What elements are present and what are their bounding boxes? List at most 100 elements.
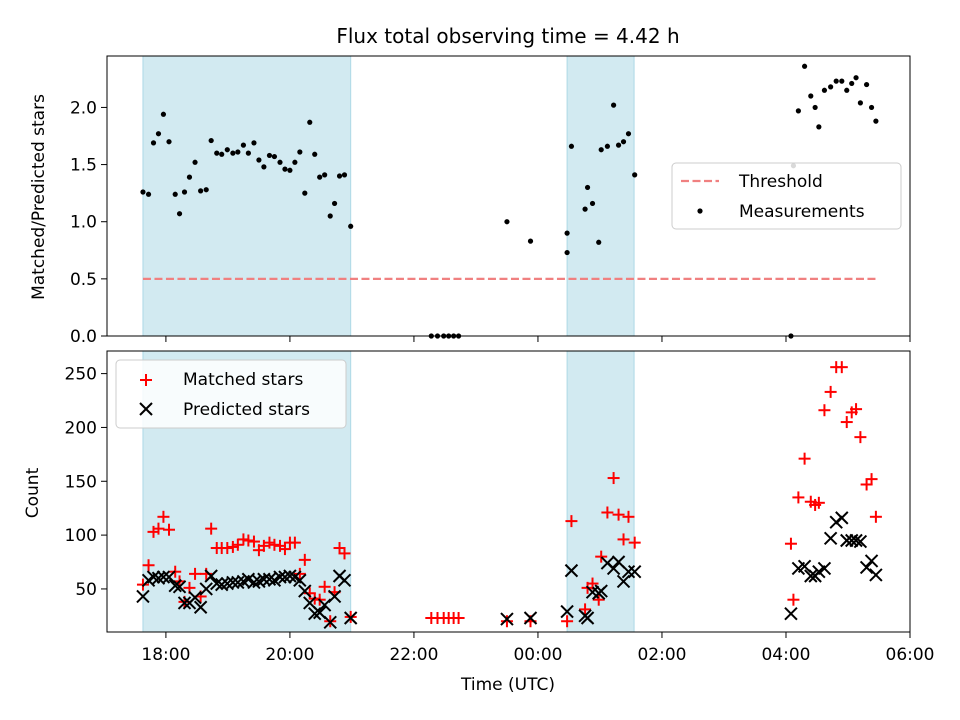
measurement-point [172,191,178,197]
measurement-point [277,159,283,165]
count-legend: Matched stars Predicted stars [115,359,347,429]
predicted-legend-label: Predicted stars [183,400,310,420]
measurement-point [853,75,859,81]
matched-star-point [205,522,218,535]
matched-star-point [617,533,630,546]
matched-star-point [607,472,620,485]
measurement-point [857,100,863,106]
predicted-star-point [177,596,192,610]
measurement-point [251,140,257,146]
matched-star-point [565,515,578,528]
predicted-star-point [784,606,798,621]
observing-interval-2 [566,350,635,633]
measurement-point [208,137,214,144]
matched-star-point [500,615,513,628]
measurement-point [844,87,850,93]
measurements-legend-swatch [697,208,703,214]
measurement-point [816,124,822,130]
predicted-star-point [210,576,224,591]
predicted-star-point [580,611,595,625]
measurement-point [282,166,288,172]
count-y-tick-label: 150 [65,472,97,492]
matched-star-point [189,567,202,580]
measurement-point [801,63,808,69]
predicted-star-point [817,561,832,576]
measurement-point [833,78,839,84]
measurement-point [868,104,875,111]
measurement-point [568,143,575,149]
measurement-point [604,143,611,149]
predicted-star-point [262,572,277,586]
x-tick-label: 18:00 [141,645,190,665]
count-panel-frame [106,350,911,633]
measurement-point [166,139,172,145]
predicted-star-point [621,565,636,579]
predicted-legend-swatch [139,402,153,416]
chart-title: Flux total observing time = 4.42 h [336,24,679,48]
measurement-point [176,211,183,217]
measurement-point [620,139,627,145]
measurement-point [821,87,828,93]
measurement-point [224,147,230,153]
measurement-point [245,150,251,156]
predicted-star-point [849,533,863,548]
measurement-point [317,174,323,180]
ratio-legend-box [671,162,902,230]
matched-star-point [152,522,165,535]
matched-star-point [612,508,625,521]
predicted-star-point [156,570,171,584]
measurement-point [287,167,293,173]
x-tick-label: 04:00 [761,645,810,665]
matched-star-point [561,615,574,628]
count-panel: 50 100 150 200 250 18:00 20:00 22:00 00:00 02:00… [23,350,935,695]
measurement-point [812,104,818,111]
measurement-point [150,140,157,146]
matched-legend-label: Matched stars [183,370,303,390]
matched-star-point [163,523,176,536]
predicted-star-point [797,559,812,574]
measurement-point [292,159,298,165]
measurement-point [331,200,338,207]
predicted-star-point [859,560,874,575]
measurements-legend-label: Measurements [739,202,865,222]
observing-interval-2 [566,55,635,337]
matched-star-point [298,553,311,566]
predicted-star-point [869,568,883,582]
predicted-star-point [168,578,182,593]
matched-star-point [221,542,234,555]
measurement-point [198,188,204,194]
predicted-star-point [199,582,213,596]
observing-interval-1 [142,55,352,337]
ratio-legend: Threshold Measurements [671,162,902,230]
matched-star-point [854,431,867,444]
measurement-point [302,190,308,196]
matched-star-point [293,567,306,580]
count-y-axis-label: Count [23,467,43,518]
predicted-star-point [804,569,818,583]
measurement-point [611,102,617,108]
predicted-star-point [151,571,166,585]
predicted-star-point [864,554,879,568]
ratio-panel: 0.00.51.01.52.0 Matched/Predicted stars … [29,55,911,347]
measurement-point [564,230,570,236]
matched-star-point [622,510,635,523]
matched-star-point [338,547,351,560]
predicted-star-point [257,572,271,586]
matched-star-point [601,506,614,519]
predicted-star-point [823,531,838,546]
matched-star-point [231,538,244,551]
x-tick-label: 02:00 [637,645,686,665]
measurement-point [214,150,220,156]
predicted-star-point [835,511,849,525]
matched-star-point [792,491,805,504]
measurement-point [230,150,236,156]
measurement-point [336,173,343,179]
measurement-point [155,131,162,137]
matched-star-point [787,593,800,606]
predicted-star-point [146,570,161,584]
predicted-star-point [247,575,261,590]
predicted-star-point [283,569,297,583]
measurement-point [632,172,638,178]
measurement-point [863,81,870,88]
measurement-point [795,108,801,114]
